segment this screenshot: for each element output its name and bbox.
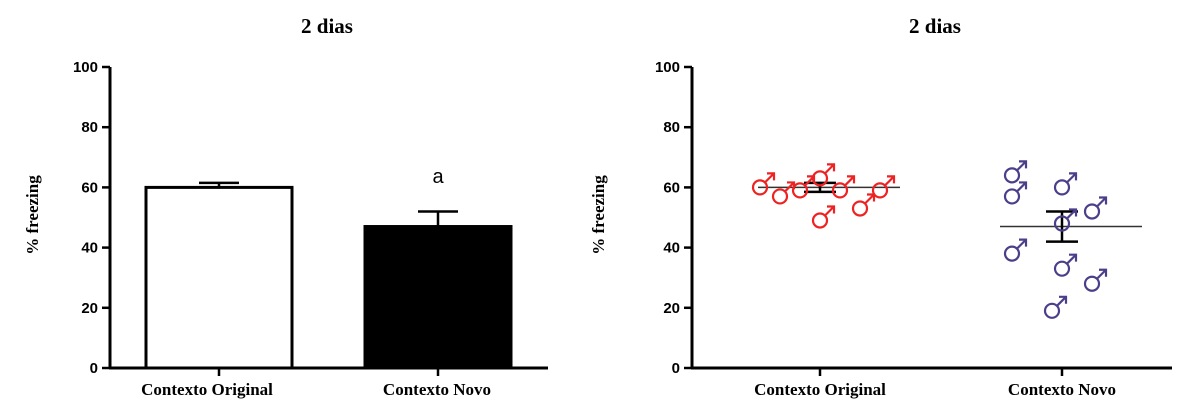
point-arrow-head [827, 205, 836, 214]
chart-title: 2 dias [301, 14, 353, 38]
point-arrow-head [1059, 295, 1068, 304]
y-tick-label: 0 [672, 360, 680, 377]
point-circle [1053, 260, 1071, 277]
y-tick-label: 80 [663, 119, 680, 136]
data-point-male-symbol [1053, 172, 1078, 196]
point-arrow-head [767, 172, 776, 181]
point-circle [791, 182, 809, 199]
data-point-male-symbol [1053, 208, 1078, 232]
point-circle [831, 182, 849, 199]
point-arrow-shaft [884, 175, 895, 187]
point-circle [1003, 188, 1021, 205]
data-point-male-symbol [1083, 196, 1108, 220]
point-circle [771, 188, 789, 205]
point-circle [811, 170, 829, 187]
point-arrow-head [1019, 181, 1028, 190]
x-tick-label-novo: Contexto Novo [1008, 380, 1116, 399]
point-arrow-shaft [1056, 296, 1067, 307]
point-circle [811, 212, 829, 229]
point-arrow-shaft [824, 163, 835, 175]
point-arrow-head [1069, 253, 1078, 262]
data-point-male-symbol [751, 172, 776, 196]
point-arrow-head [1019, 160, 1028, 169]
point-circle [1083, 275, 1101, 292]
point-arrow-shaft [1016, 238, 1027, 250]
point-circle [871, 182, 889, 199]
point-arrow-shaft [1096, 196, 1107, 208]
data-point-male-symbol [1043, 295, 1068, 319]
y-tick-label: 0 [90, 360, 98, 377]
data-point-male-symbol [1003, 160, 1028, 184]
data-point-male-symbol [1083, 268, 1108, 292]
y-tick-label: 80 [81, 119, 98, 136]
point-arrow-shaft [1096, 268, 1107, 280]
x-tick-label-original: Contexto Original [141, 380, 273, 399]
data-point-male-symbol [1053, 253, 1078, 277]
point-arrow-head [1099, 196, 1108, 205]
y-tick-label: 20 [663, 300, 680, 317]
point-arrow-shaft [1066, 208, 1077, 220]
data-point-male-symbol [831, 175, 856, 199]
point-arrow-shaft [1016, 160, 1027, 172]
point-circle [751, 179, 769, 196]
point-arrow-shaft [864, 193, 875, 205]
x-tick-label-novo: Contexto Novo [383, 380, 491, 399]
chart-title: 2 dias [909, 14, 961, 38]
point-arrow-head [1099, 268, 1108, 277]
point-circle [1003, 245, 1021, 262]
point-arrow-shaft [844, 175, 855, 187]
y-tick-label: 100 [655, 59, 680, 76]
point-arrow-head [1069, 208, 1078, 217]
y-axis-label: % freezing [589, 175, 608, 255]
data-point-male-symbol [1003, 181, 1028, 205]
y-tick-label: 40 [663, 240, 680, 257]
point-arrow-head [847, 175, 856, 184]
data-point-male-symbol [851, 193, 876, 217]
point-arrow-head [1069, 172, 1078, 181]
y-tick-label: 100 [73, 59, 98, 76]
bar-chart-panel: 2 dias % freezing Contexto Original Cont… [23, 14, 548, 399]
point-circle [1053, 179, 1071, 196]
point-arrow-shaft [764, 172, 775, 184]
point-arrow-head [827, 163, 836, 172]
y-tick-label: 40 [81, 240, 98, 257]
data-point-male-symbol [811, 205, 836, 229]
data-point-male-symbol [871, 175, 896, 199]
bar [363, 225, 513, 370]
point-arrow-shaft [784, 181, 795, 193]
point-arrow-head [1019, 238, 1028, 247]
point-circle [1003, 167, 1021, 184]
point-circle [1043, 302, 1061, 319]
data-point-male-symbol [1003, 238, 1028, 262]
point-circle [1053, 215, 1071, 232]
scatter-chart-panel: 2 dias % freezing Contexto Original Cont… [589, 14, 1172, 399]
significance-annotation: a [432, 166, 444, 188]
data-point-male-symbol [771, 181, 796, 205]
point-circle [851, 200, 869, 217]
point-arrow-shaft [824, 205, 835, 217]
y-tick-label: 60 [663, 179, 680, 196]
point-arrow-shaft [1016, 181, 1027, 193]
point-arrow-shaft [1066, 172, 1077, 184]
point-circle [1083, 203, 1101, 220]
point-arrow-head [887, 175, 896, 184]
point-arrow-shaft [1066, 253, 1077, 265]
y-tick-label: 20 [81, 300, 98, 317]
x-tick-label-original: Contexto Original [754, 380, 886, 399]
bar [144, 185, 294, 370]
data-point-male-symbol [811, 163, 836, 187]
y-tick-label: 60 [81, 179, 98, 196]
y-axis-label: % freezing [23, 175, 42, 255]
